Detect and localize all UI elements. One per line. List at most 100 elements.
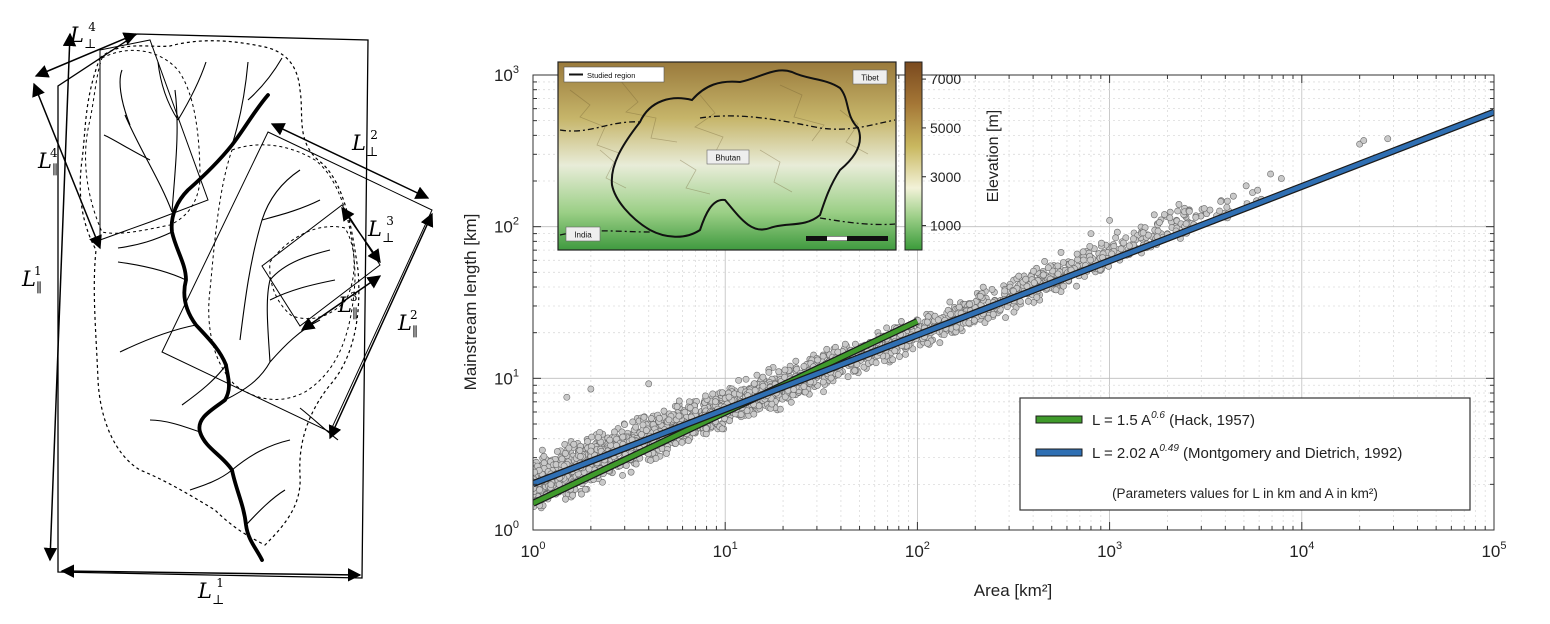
data-point — [936, 339, 944, 347]
data-point — [947, 311, 955, 318]
data-point — [718, 389, 726, 397]
data-point — [588, 433, 596, 441]
data-point — [814, 356, 822, 364]
x-tick-exp: 2 — [924, 540, 930, 552]
data-point — [1139, 229, 1147, 237]
data-point — [860, 363, 868, 371]
y-tick-label: 103 — [494, 64, 519, 85]
y-tick-label: 101 — [494, 367, 519, 388]
data-point — [1001, 287, 1009, 295]
data-point — [1154, 227, 1162, 235]
data-point — [675, 397, 683, 405]
data-point — [896, 353, 903, 360]
data-point — [1057, 249, 1065, 256]
colorbar — [904, 61, 923, 251]
dim-label-sup: 2 — [410, 308, 418, 322]
dim-label-L-perp-1: L⊥1 — [197, 576, 224, 608]
dim-label-sup: 4 — [50, 146, 58, 160]
dim-label-sup: 1 — [34, 264, 42, 278]
data-point — [1223, 203, 1231, 211]
legend: L = 1.5 A0.6 (Hack, 1957) L = 2.02 A0.49 … — [1019, 397, 1471, 511]
data-point — [792, 357, 800, 365]
data-point — [655, 414, 663, 422]
data-point — [1068, 259, 1075, 266]
dim-label-L-perp-3: L⊥3 — [367, 214, 394, 246]
data-point — [1216, 207, 1223, 215]
legend-exp: 0.6 — [1151, 410, 1165, 421]
data-point — [645, 380, 653, 388]
data-point — [820, 388, 827, 396]
data-point — [581, 485, 589, 493]
data-point — [940, 331, 948, 339]
basin4-box — [99, 39, 209, 241]
data-point — [872, 359, 880, 367]
data-point — [1130, 235, 1137, 243]
bhutan-label: Bhutan — [715, 154, 740, 163]
india-label-box — [565, 226, 601, 242]
data-point — [1079, 248, 1087, 256]
dim-label-L-par-4: L∥4 — [37, 146, 58, 178]
dim-label-L-par-2: L∥2 — [397, 308, 418, 340]
data-point — [924, 340, 932, 347]
colorbar-label: Elevation [m] — [985, 110, 1002, 202]
subbasin2-outline — [208, 144, 356, 400]
main-stream — [169, 93, 270, 562]
data-point — [1150, 211, 1158, 219]
data-point — [1106, 216, 1113, 224]
data-point — [692, 407, 699, 415]
data-point — [558, 455, 566, 463]
dim-label-L-perp-4: L⊥4 — [69, 20, 96, 52]
data-point — [1200, 205, 1208, 212]
data-point — [841, 340, 849, 348]
data-point — [1030, 279, 1038, 287]
border-dash-north — [559, 115, 896, 132]
dim-label-sub: ∥ — [36, 281, 42, 296]
data-point — [585, 465, 593, 473]
x-tick-exp: 4 — [1308, 540, 1314, 552]
data-point — [1166, 214, 1174, 222]
y-axis-label: Mainstream length [km] — [461, 214, 480, 391]
data-point — [781, 393, 789, 401]
x-tick-label: 100 — [520, 540, 545, 561]
data-point — [565, 444, 573, 452]
data-point — [897, 318, 905, 325]
data-point — [709, 390, 717, 398]
data-point — [819, 378, 827, 386]
data-point — [1010, 287, 1017, 295]
dim-label-sub: ⊥ — [84, 37, 96, 52]
data-point — [1087, 230, 1095, 238]
data-point — [725, 393, 733, 401]
data-point — [851, 367, 859, 374]
data-point — [552, 461, 560, 468]
data-point — [647, 456, 655, 464]
data-point — [660, 407, 668, 415]
data-point — [632, 460, 640, 468]
data-point — [1073, 250, 1081, 258]
data-point — [678, 439, 686, 446]
data-point — [989, 310, 997, 318]
data-point — [759, 382, 767, 390]
data-point — [1074, 256, 1081, 264]
data-point — [562, 495, 569, 503]
data-point — [533, 468, 538, 476]
data-point — [759, 373, 767, 381]
dim-label-sub: ∥ — [412, 325, 418, 340]
plot-frame — [532, 74, 1495, 531]
legend-note: (Parameters values for L in km and A in … — [1112, 486, 1378, 501]
data-point — [737, 411, 745, 418]
data-point — [619, 472, 626, 479]
dim-label-sub: ∥ — [352, 307, 358, 322]
arrow-L-perp-2 — [270, 123, 430, 199]
data-point — [742, 375, 750, 383]
terrain-texture — [569, 79, 869, 195]
colorbar-tick-label: 7000 — [930, 71, 961, 87]
data-point — [946, 298, 954, 306]
data-point — [889, 356, 897, 364]
data-point — [827, 374, 835, 382]
arrow-L-perp-4 — [34, 32, 138, 78]
y-tick-exp: 2 — [513, 216, 519, 228]
colorbar-ticks: 1000 3000 5000 7000 — [922, 71, 961, 234]
legend-exp: 0.49 — [1159, 443, 1179, 454]
x-tick-exp: 5 — [1500, 540, 1506, 552]
